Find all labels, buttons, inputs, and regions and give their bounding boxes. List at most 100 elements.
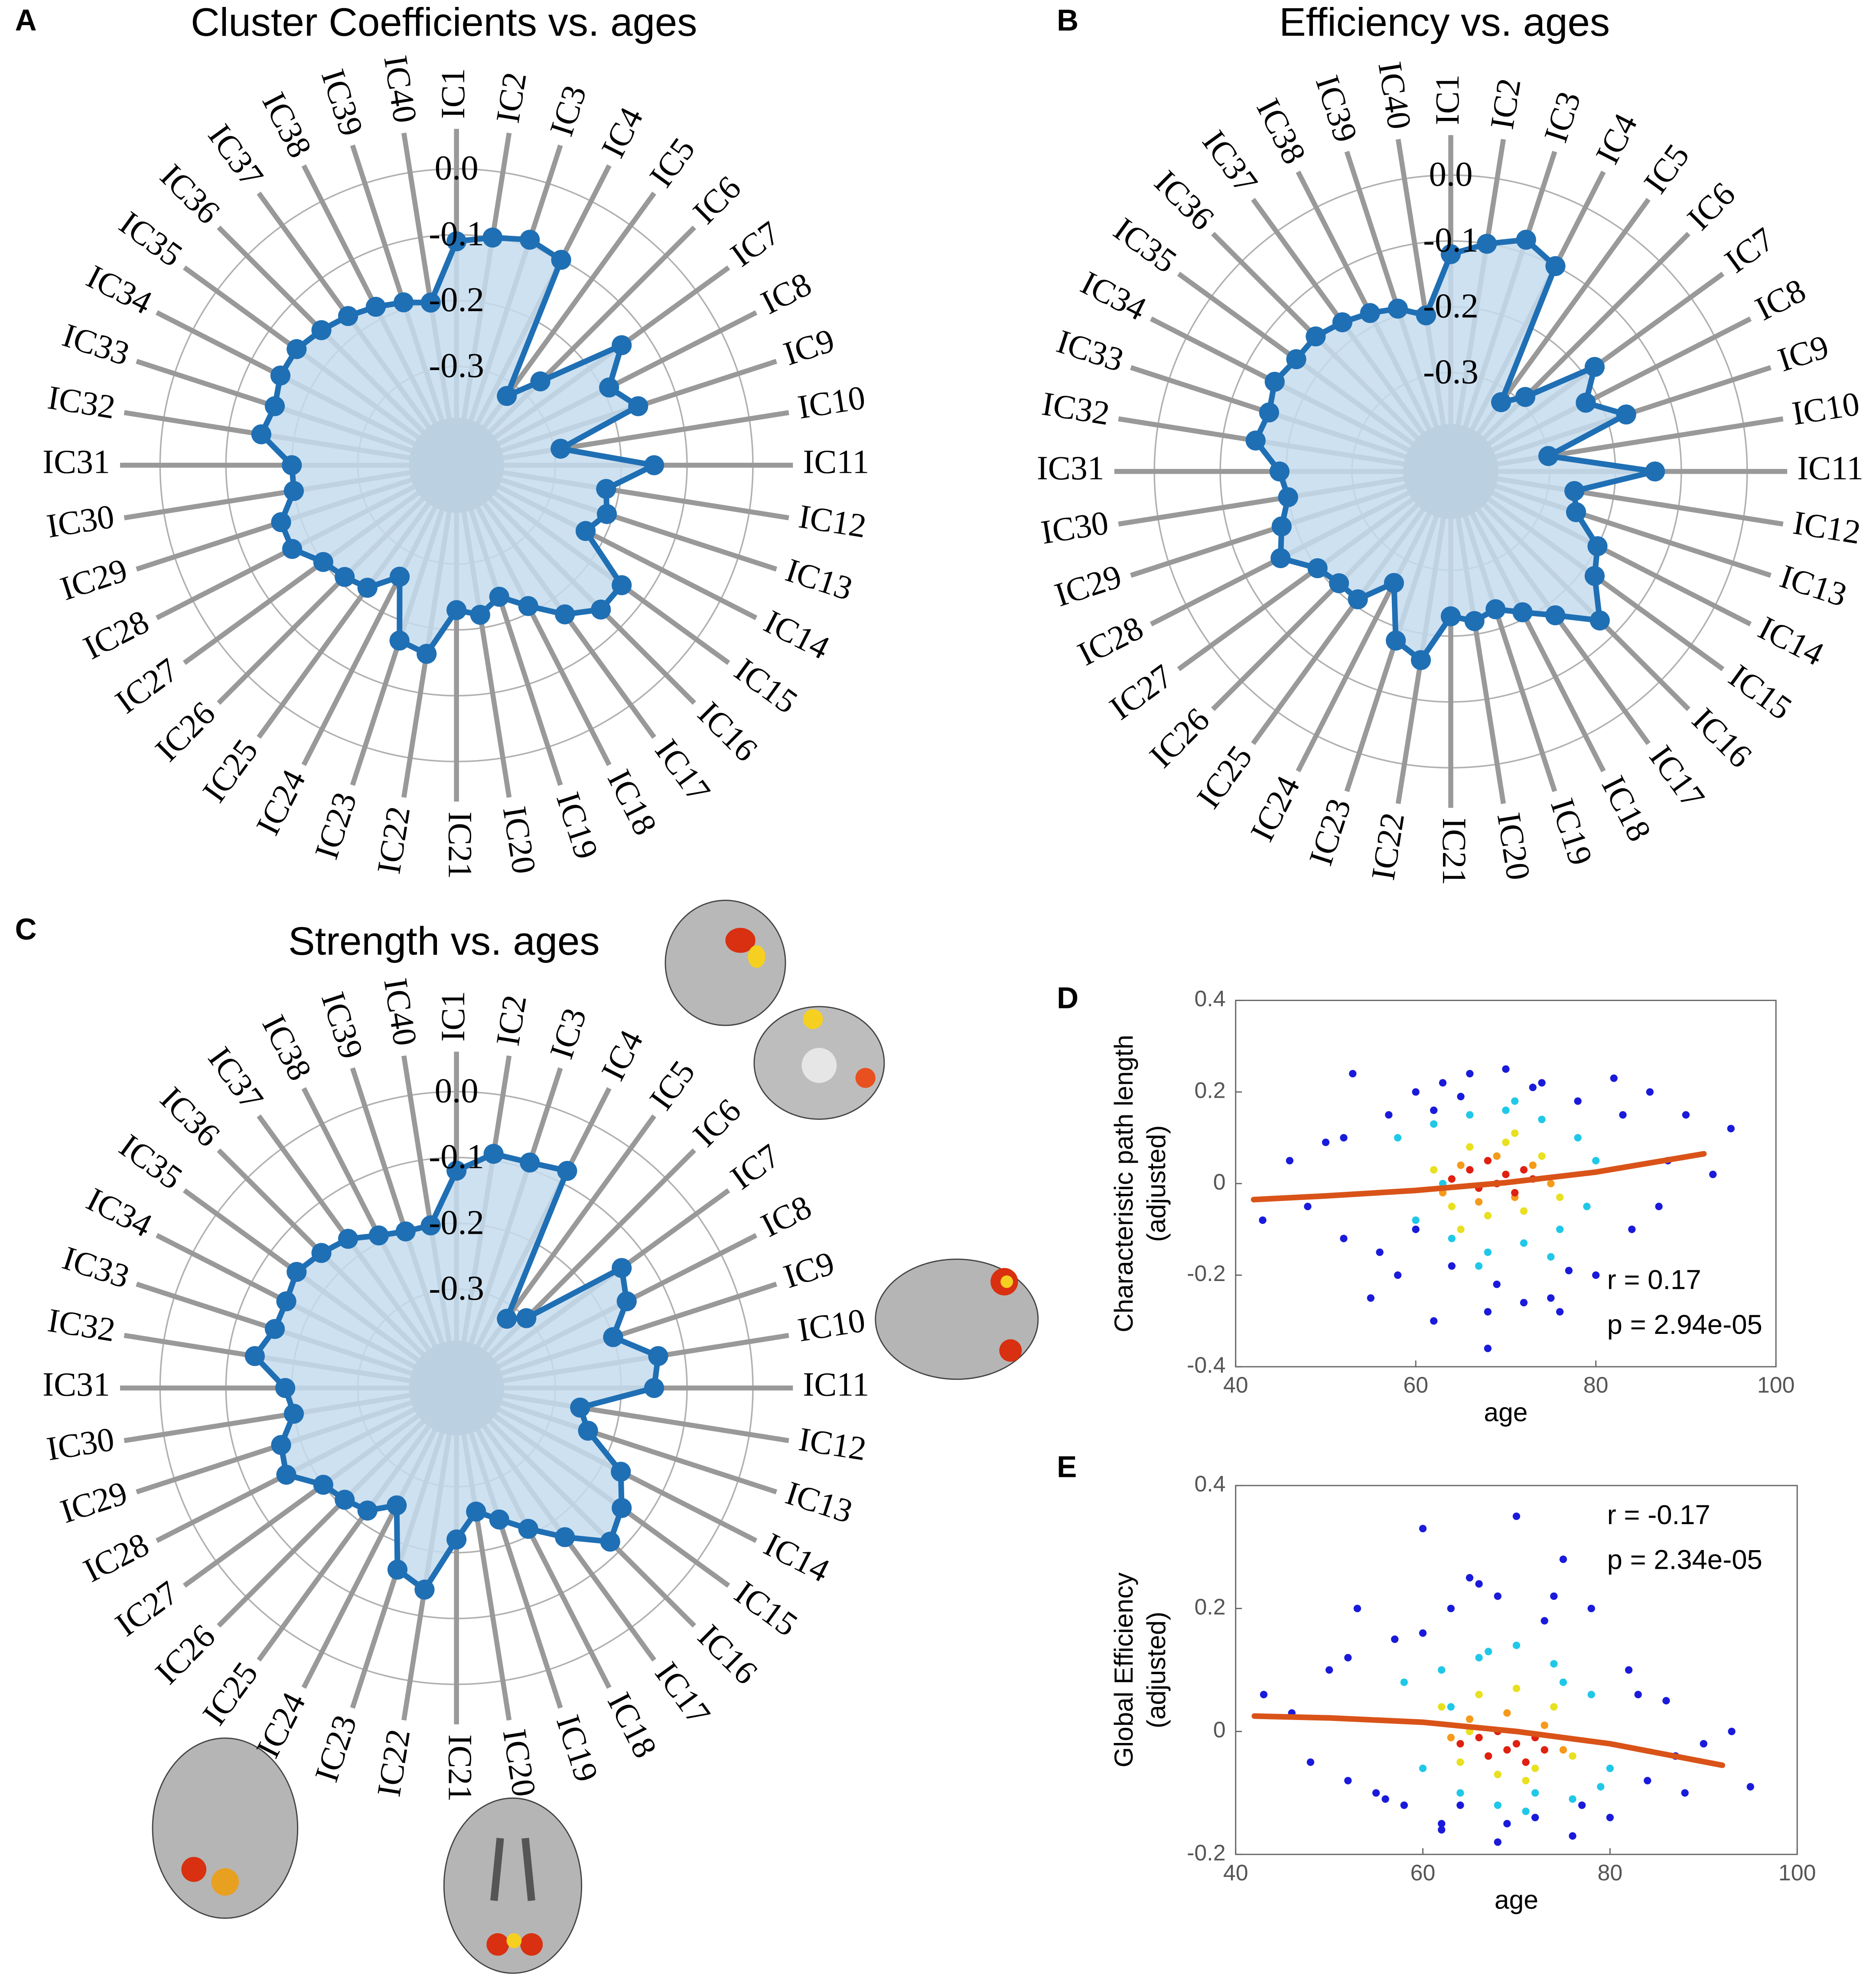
data-point — [1448, 1203, 1456, 1210]
data-point — [1559, 1746, 1567, 1754]
radar-point — [446, 600, 467, 620]
x-tick-label: 80 — [1598, 1860, 1623, 1886]
data-point — [1447, 1733, 1455, 1742]
radar-point — [313, 552, 333, 572]
radar-point — [530, 371, 550, 392]
data-point — [1538, 1115, 1546, 1123]
data-point — [1746, 1783, 1754, 1791]
data-point — [1475, 1198, 1483, 1206]
radar-point — [446, 231, 467, 251]
radar-point — [1516, 230, 1536, 250]
data-point — [1430, 1120, 1438, 1128]
radar-point — [1440, 606, 1461, 627]
data-point — [1634, 1691, 1642, 1698]
category-label: IC11 — [803, 1366, 869, 1403]
data-point — [1485, 1648, 1492, 1655]
ring-label: -0.3 — [429, 1269, 484, 1307]
ring-label: -0.1 — [429, 1137, 484, 1176]
data-point — [1606, 1764, 1614, 1772]
data-point — [1394, 1271, 1402, 1279]
data-point — [1419, 1629, 1427, 1637]
panel-letter: A — [15, 3, 37, 37]
radar-point — [1464, 611, 1485, 631]
ring-label: -0.3 — [1423, 352, 1479, 391]
data-point — [1475, 1262, 1483, 1270]
x-tick-label: 80 — [1583, 1373, 1609, 1398]
annotation: r = -0.17 — [1607, 1500, 1710, 1530]
data-point — [1550, 1592, 1558, 1600]
radar-point — [1564, 481, 1585, 501]
radar-point — [275, 1378, 296, 1398]
ring-label: -0.2 — [429, 280, 484, 319]
data-point — [1466, 1166, 1474, 1174]
radar-point — [338, 1229, 358, 1249]
data-point — [1457, 1161, 1465, 1169]
radar-point — [357, 1500, 378, 1521]
radar-point — [555, 604, 575, 624]
radar-point — [1271, 516, 1292, 537]
y-tick-label: 0.2 — [1194, 1594, 1225, 1619]
radar-point — [264, 396, 285, 416]
radar-point — [611, 1461, 631, 1482]
data-point — [1412, 1226, 1420, 1233]
x-tick-label: 60 — [1410, 1860, 1436, 1886]
data-point — [1457, 1093, 1465, 1100]
data-point — [1306, 1758, 1315, 1766]
x-tick-label: 40 — [1223, 1860, 1248, 1886]
radar-point — [616, 1291, 637, 1311]
data-point — [1550, 1703, 1558, 1711]
data-point — [1541, 1721, 1548, 1729]
plot-frame — [1235, 999, 1777, 1368]
data-point — [1430, 1166, 1438, 1174]
y-axis-label: (adjusted) — [1141, 1125, 1171, 1242]
category-label: IC31 — [1037, 449, 1104, 487]
category-label: IC31 — [42, 1366, 110, 1403]
data-point — [1412, 1088, 1420, 1096]
data-point — [1475, 1654, 1483, 1662]
ring-label: 0.0 — [435, 1071, 479, 1110]
data-point — [1430, 1317, 1438, 1325]
data-point — [1559, 1555, 1567, 1563]
data-point — [1644, 1777, 1651, 1785]
data-point — [1456, 1740, 1464, 1748]
radar-point — [518, 1519, 538, 1539]
data-point — [1456, 1758, 1464, 1766]
data-point — [1325, 1666, 1333, 1674]
data-point — [1448, 1235, 1456, 1242]
data-point — [1625, 1666, 1633, 1674]
y-tick-label: 0.4 — [1194, 986, 1225, 1011]
y-tick-label: -0.4 — [1187, 1353, 1225, 1378]
category-label: IC2 — [1483, 76, 1528, 132]
data-point — [1587, 1691, 1595, 1698]
radar-point — [599, 377, 619, 398]
data-point — [1391, 1635, 1399, 1643]
data-point — [1466, 1715, 1474, 1723]
radar-point — [516, 1308, 537, 1328]
data-point — [1475, 1580, 1483, 1588]
data-point — [1610, 1074, 1618, 1082]
x-tick-label: 60 — [1403, 1373, 1428, 1398]
data-point — [1322, 1138, 1330, 1146]
radar-point — [1386, 631, 1406, 651]
data-point — [1619, 1111, 1627, 1119]
radar-point — [1566, 502, 1586, 522]
data-point — [1502, 1138, 1510, 1146]
data-point — [1556, 1226, 1564, 1233]
radar-point — [1545, 256, 1566, 276]
data-point — [1466, 1574, 1474, 1582]
radar-point — [551, 250, 571, 270]
data-point — [1662, 1697, 1670, 1705]
radar-point — [283, 1404, 304, 1424]
radar-point — [244, 1346, 265, 1366]
data-point — [1727, 1125, 1735, 1132]
y-axis-label: Global Efficiency — [1109, 1572, 1138, 1768]
ring-label: 0.0 — [435, 149, 479, 187]
radar-point — [648, 1346, 668, 1366]
data-point — [1494, 1771, 1501, 1779]
x-tick-label: 40 — [1223, 1373, 1248, 1398]
radar-point — [1360, 303, 1380, 323]
radar-point — [1485, 599, 1506, 619]
data-point — [1681, 1789, 1689, 1797]
data-point — [1700, 1740, 1707, 1748]
